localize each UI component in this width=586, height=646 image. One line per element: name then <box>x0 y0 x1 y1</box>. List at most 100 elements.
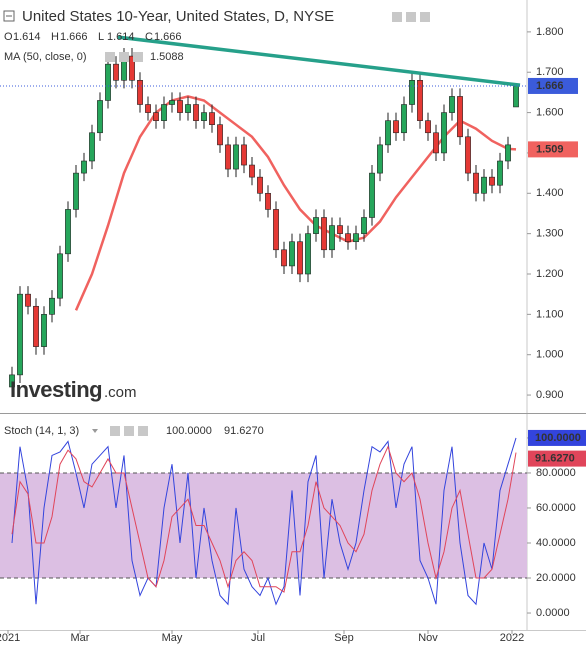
candle-body <box>449 96 455 113</box>
candle-body <box>289 241 295 267</box>
candle-body <box>209 112 215 125</box>
ma-name: MA (50, close, 0) <box>4 51 87 63</box>
settings-icon[interactable] <box>124 426 134 436</box>
stoch-value-box <box>528 429 586 446</box>
candle-body <box>25 293 31 307</box>
ohlc-value: 1.614 <box>107 31 135 43</box>
candle-body <box>161 104 167 121</box>
y-tick-label: 1.200 <box>536 268 564 280</box>
y-tick-label: 1.300 <box>536 228 564 240</box>
settings-icon[interactable] <box>420 12 430 22</box>
dropdown-arrow[interactable] <box>92 429 98 433</box>
settings-icon[interactable] <box>138 426 148 436</box>
candle-body <box>433 132 439 154</box>
candle-body <box>201 112 207 121</box>
stoch-value-box <box>528 450 586 467</box>
candle-body <box>481 176 487 194</box>
candle-body <box>345 233 351 243</box>
collapse-icon[interactable] <box>3 10 15 22</box>
logo-main: Investing <box>10 377 102 402</box>
settings-icon[interactable] <box>406 12 416 22</box>
candle-body <box>177 100 183 113</box>
candle-body <box>105 63 111 101</box>
x-tick-label: 2022 <box>500 632 524 644</box>
candle-body <box>249 164 255 178</box>
candle-body <box>441 112 447 154</box>
ma-line <box>74 95 517 311</box>
candle-body <box>265 192 271 210</box>
stoch-legend-value: 91.6270 <box>224 425 264 437</box>
y-tick-label: 40.0000 <box>536 537 576 549</box>
ohlc-letter: L <box>98 31 104 43</box>
candle-body <box>401 104 407 134</box>
candle-body <box>353 233 359 243</box>
candle-body <box>321 217 327 251</box>
candle-body <box>145 104 151 113</box>
candle-body <box>497 160 503 186</box>
settings-icon[interactable] <box>110 426 120 436</box>
candle-body <box>153 112 159 121</box>
candle-body <box>297 241 303 275</box>
candle-body <box>377 144 383 174</box>
candle-body <box>489 176 495 186</box>
candle-body <box>33 305 39 347</box>
stoch-value-label: 100.0000 <box>535 432 581 444</box>
candle-body <box>465 136 471 174</box>
y-tick-label: 80.0000 <box>536 467 576 479</box>
settings-icon[interactable] <box>133 52 143 62</box>
settings-icon[interactable] <box>392 12 402 22</box>
candle-body <box>41 314 47 347</box>
settings-icon[interactable] <box>105 52 115 62</box>
candle-body <box>361 217 367 234</box>
y-tick-label: 1.400 <box>536 187 564 199</box>
candle-body <box>241 144 247 166</box>
x-tick-label: Mar <box>71 632 90 644</box>
candle-body <box>9 374 15 388</box>
ma-value: 1.5088 <box>150 51 184 63</box>
candle-body <box>137 80 143 105</box>
last-price-label: 1.666 <box>536 80 564 92</box>
candle-body <box>393 120 399 134</box>
x-tick-label: Nov <box>418 632 438 644</box>
y-tick-label: 60.0000 <box>536 502 576 514</box>
ma-value-box <box>528 141 578 158</box>
candle-body <box>409 80 415 105</box>
candle-body <box>305 233 311 275</box>
stoch-line <box>11 445 517 593</box>
candle-body <box>417 80 423 121</box>
candle-body <box>225 144 231 170</box>
candle-body <box>369 172 375 218</box>
candle-body <box>281 249 287 267</box>
ohlc-value: 1.614 <box>13 31 41 43</box>
candle-body <box>457 96 463 138</box>
y-tick-label: 1.000 <box>536 349 564 361</box>
ohlc-value: 1.666 <box>154 31 182 43</box>
y-tick-label: 1.800 <box>536 26 564 38</box>
candle-body <box>273 209 279 251</box>
y-tick-label: 20.0000 <box>536 572 576 584</box>
candle-body <box>217 124 223 146</box>
candle-body <box>337 225 343 234</box>
candle-body <box>193 104 199 121</box>
ohlc-value: 1.666 <box>60 31 88 43</box>
settings-icon[interactable] <box>119 52 129 62</box>
ohlc-letter: O <box>4 31 13 43</box>
candle-body <box>257 176 263 194</box>
trendline <box>117 35 521 87</box>
candle-body <box>473 172 479 194</box>
candle-body <box>49 297 55 315</box>
stoch-value-label: 91.6270 <box>535 453 575 465</box>
y-tick-label: 0.900 <box>536 389 564 401</box>
candle-body <box>73 172 79 210</box>
candle-body <box>385 120 391 146</box>
candle-body <box>329 225 335 251</box>
candle-body <box>113 63 119 81</box>
candle-body <box>17 293 23 376</box>
ma-value-label: 1.509 <box>536 143 564 155</box>
x-tick-label: May <box>162 632 183 644</box>
candle-body <box>89 132 95 162</box>
candle-body <box>233 144 239 170</box>
x-tick-label: 2021 <box>0 632 20 644</box>
candle-body <box>505 144 511 162</box>
